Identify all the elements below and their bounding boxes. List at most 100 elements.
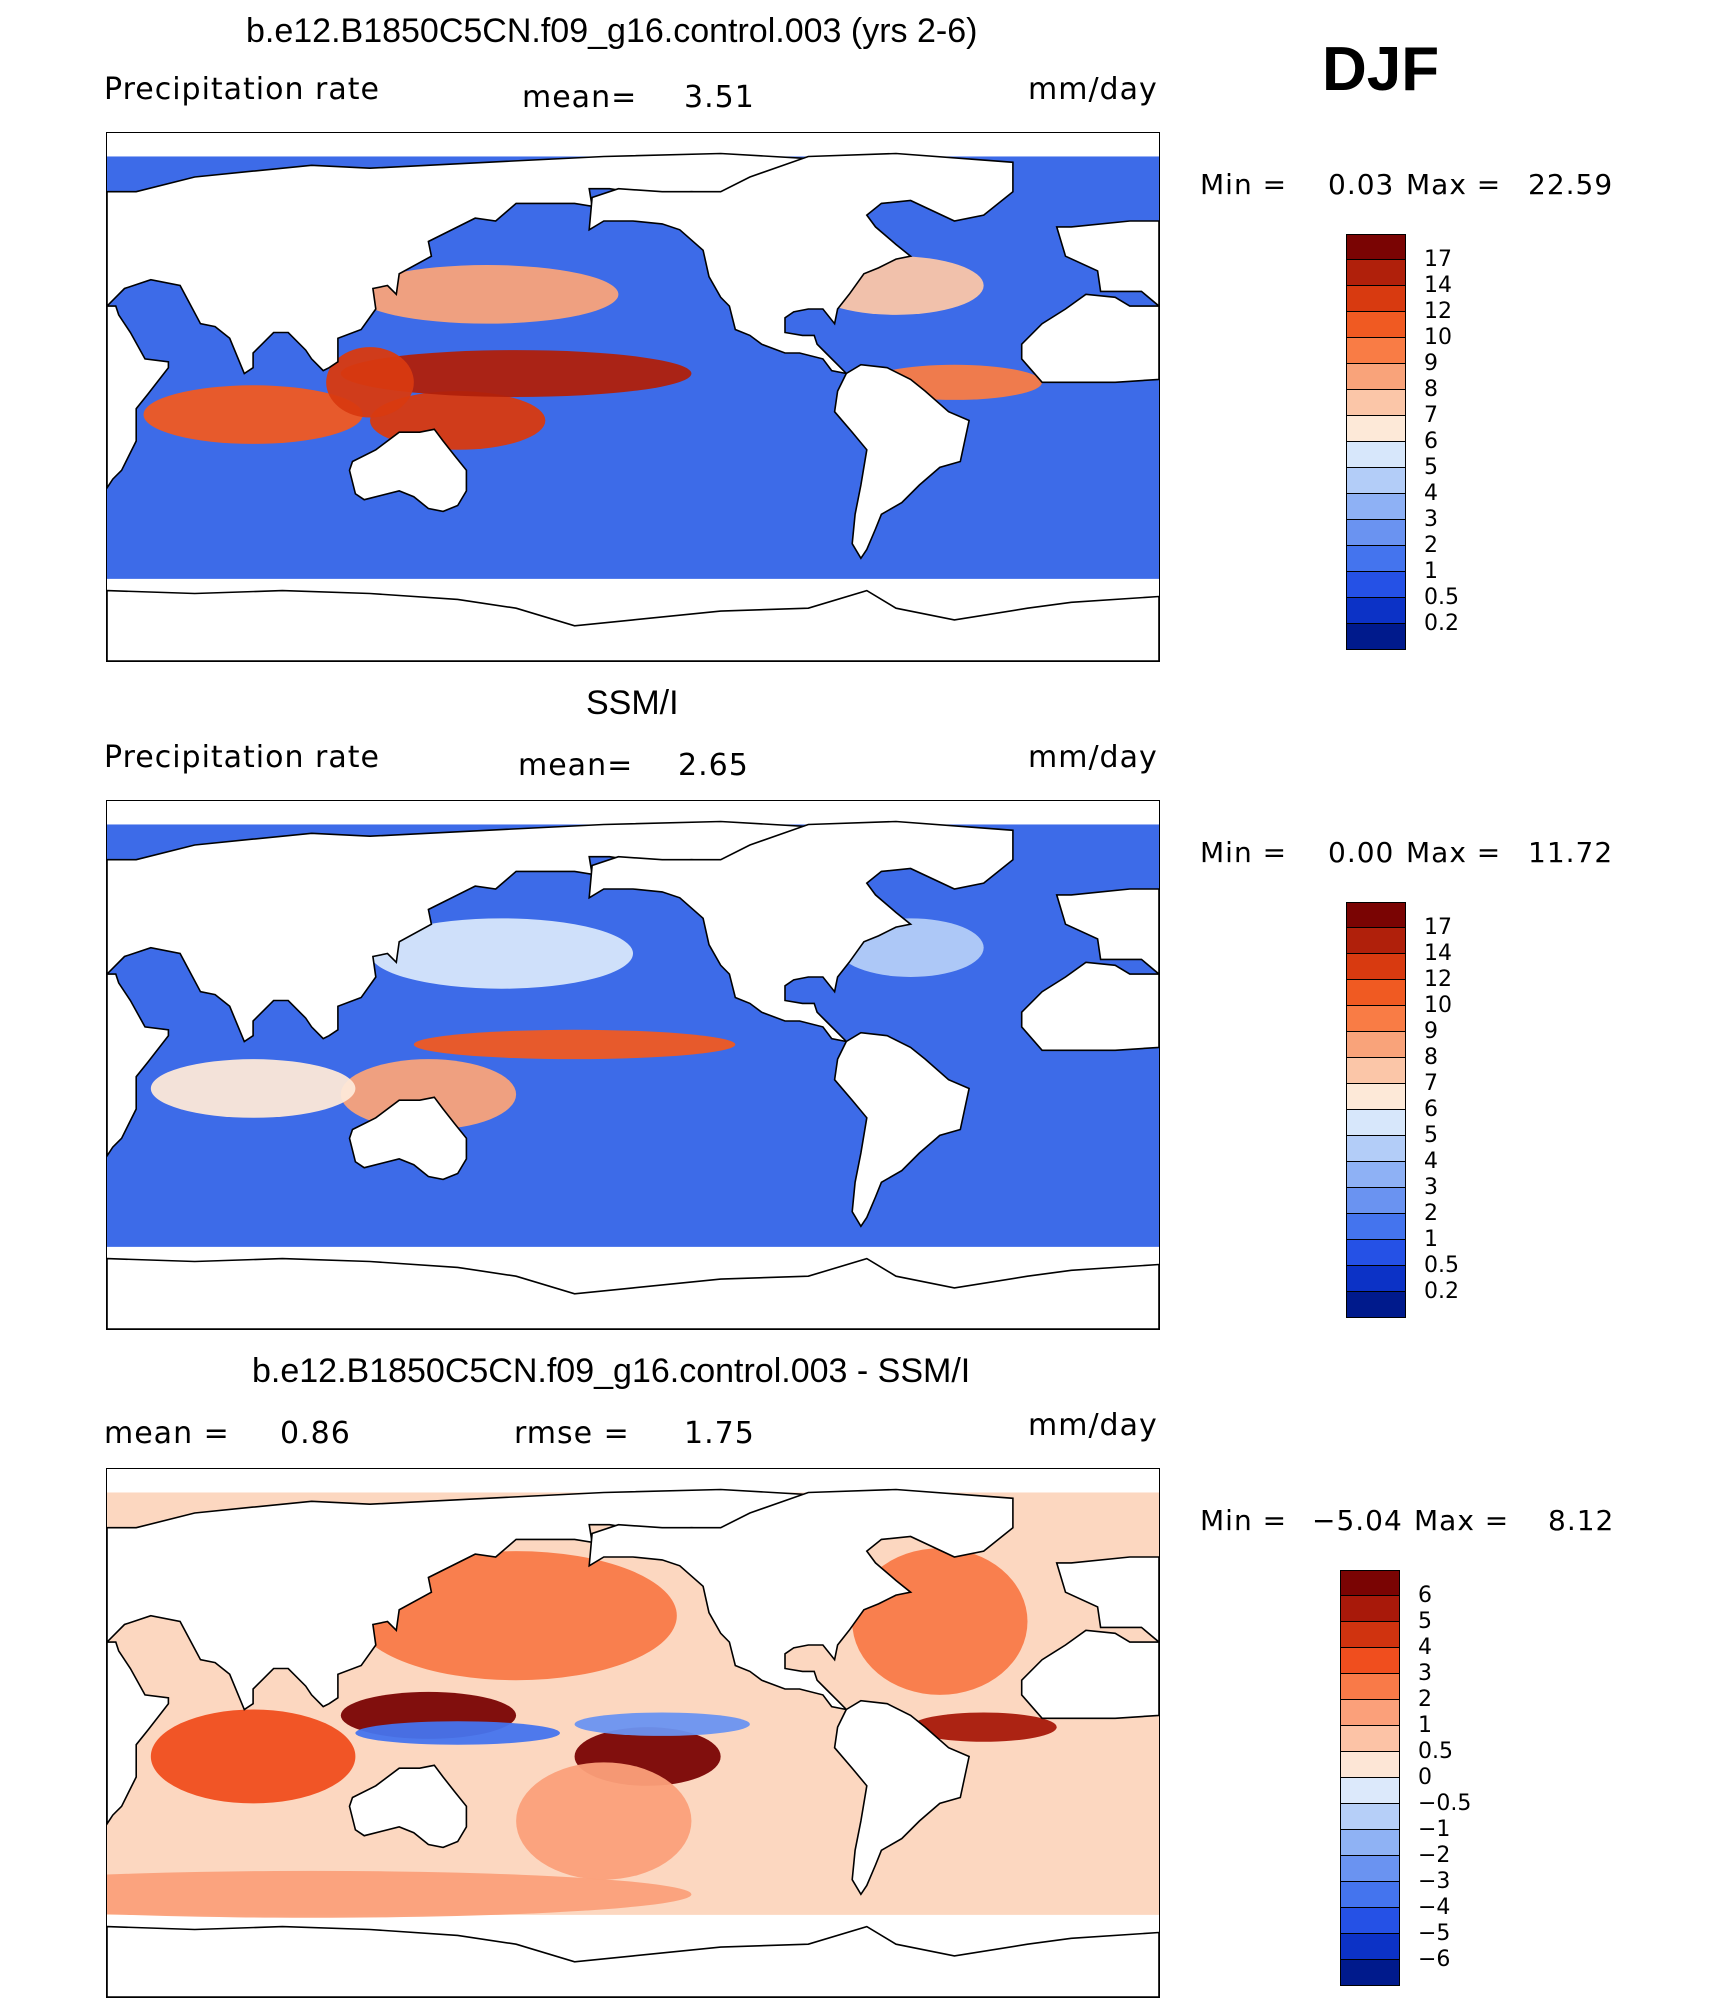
precip-anomaly-blob bbox=[150, 1709, 356, 1804]
min-label-obs: Min = bbox=[1200, 836, 1288, 869]
colorbar-swatch bbox=[1346, 954, 1406, 980]
colorbar-swatch bbox=[1346, 416, 1406, 442]
max-label-model: Max = bbox=[1406, 168, 1502, 201]
precip-anomaly-blob bbox=[340, 350, 692, 397]
continent-outline bbox=[1055, 888, 1159, 976]
continent-outline bbox=[588, 820, 1014, 1043]
colorbar-tick-label: −3 bbox=[1418, 1869, 1451, 1894]
continent-outline bbox=[107, 1641, 170, 1826]
continent-outline bbox=[107, 820, 868, 1043]
colorbar-tick-label: 7 bbox=[1424, 1071, 1438, 1096]
colorbar-tick-label: 0.5 bbox=[1424, 1253, 1459, 1278]
colorbar-swatch bbox=[1346, 468, 1406, 494]
colorbar-tick-label: −6 bbox=[1418, 1947, 1451, 1972]
colorbar-tick-label: 8 bbox=[1424, 1045, 1438, 1070]
mean-label-model: mean= bbox=[522, 80, 638, 115]
precip-map-obs bbox=[106, 800, 1160, 1330]
colorbar-swatch bbox=[1346, 312, 1406, 338]
precip-anomaly-blob bbox=[355, 265, 619, 324]
colorbar-tick-label: 6 bbox=[1418, 1583, 1432, 1608]
colorbar-tick-label: 3 bbox=[1418, 1661, 1432, 1686]
colorbar-swatch bbox=[1346, 234, 1406, 260]
colorbar-swatch bbox=[1346, 1110, 1406, 1136]
continent-outline bbox=[1055, 220, 1159, 308]
colorbar-tick-label: −1 bbox=[1418, 1817, 1451, 1842]
colorbar-swatch bbox=[1340, 1882, 1400, 1908]
colorbar-swatch bbox=[1340, 1830, 1400, 1856]
colorbar-swatch bbox=[1346, 442, 1406, 468]
max-label-diff: Max = bbox=[1414, 1504, 1510, 1537]
colorbar-swatch bbox=[1346, 338, 1406, 364]
colorbar-swatch bbox=[1340, 1570, 1400, 1596]
map-svg-obs bbox=[107, 820, 1159, 1329]
min-label-diff: Min = bbox=[1200, 1504, 1288, 1537]
continent-outline bbox=[107, 1488, 868, 1711]
colorbar-tick-label: 9 bbox=[1424, 1019, 1438, 1044]
map-svg-model bbox=[107, 152, 1159, 661]
colorbar-frame bbox=[1346, 902, 1406, 1318]
colorbar-tick-label: 4 bbox=[1418, 1635, 1432, 1660]
colorbar-swatch bbox=[1340, 1752, 1400, 1778]
variable-label-model: Precipitation rate bbox=[104, 72, 380, 107]
colorbar-swatch bbox=[1346, 928, 1406, 954]
max-value-model: 22.59 bbox=[1528, 168, 1614, 201]
colorbar-swatch bbox=[1346, 494, 1406, 520]
precip-anomaly-blob bbox=[326, 347, 414, 418]
colorbar-tick-label: −4 bbox=[1418, 1895, 1451, 1920]
colorbar-tick-label: 3 bbox=[1424, 507, 1438, 532]
colorbar-tick-label: 12 bbox=[1424, 967, 1452, 992]
continent-outline bbox=[588, 1488, 1014, 1711]
colorbar-swatch bbox=[1340, 1674, 1400, 1700]
colorbar-tick-label: 4 bbox=[1424, 481, 1438, 506]
units-label-diff: mm/day bbox=[1028, 1408, 1158, 1443]
continent-outline bbox=[1020, 961, 1159, 1052]
precip-anomaly-blob bbox=[370, 918, 633, 989]
colorbar-tick-label: 6 bbox=[1424, 429, 1438, 454]
max-value-diff: 8.12 bbox=[1548, 1504, 1615, 1537]
colorbar-swatch bbox=[1340, 1960, 1400, 1986]
mean-label-obs: mean= bbox=[518, 748, 634, 783]
colorbar-tick-label: 5 bbox=[1424, 455, 1438, 480]
colorbar-swatch bbox=[1346, 1214, 1406, 1240]
colorbar-tick-label: 1 bbox=[1424, 1227, 1438, 1252]
colorbar-tick-label: 10 bbox=[1424, 993, 1452, 1018]
continent-outline bbox=[348, 428, 468, 513]
colorbar-swatch bbox=[1340, 1856, 1400, 1882]
colorbar-tick-label: 12 bbox=[1424, 299, 1452, 324]
colorbar-swatch bbox=[1340, 1778, 1400, 1804]
precip-anomaly-blob bbox=[355, 1551, 677, 1681]
colorbar-swatch bbox=[1346, 980, 1406, 1006]
colorbar-swatch bbox=[1346, 598, 1406, 624]
min-value-diff: −5.04 bbox=[1312, 1504, 1403, 1537]
colorbar-swatch bbox=[1346, 1266, 1406, 1292]
continent-outline bbox=[348, 1764, 468, 1849]
colorbar-swatch bbox=[1346, 1032, 1406, 1058]
continent-outline bbox=[107, 589, 1159, 661]
colorbar-tick-label: 0.2 bbox=[1424, 1279, 1459, 1304]
min-value-obs: 0.00 bbox=[1328, 836, 1395, 869]
mean-label-diff: mean = bbox=[104, 1416, 230, 1451]
colorbar-swatch bbox=[1340, 1726, 1400, 1752]
colorbar-swatch bbox=[1340, 1804, 1400, 1830]
continent-outline bbox=[1020, 1629, 1159, 1720]
colorbar-swatch bbox=[1346, 260, 1406, 286]
colorbar-tick-label: 0.5 bbox=[1418, 1739, 1453, 1764]
continent-outline bbox=[348, 1096, 468, 1181]
max-label-obs: Max = bbox=[1406, 836, 1502, 869]
continent-outline bbox=[833, 1031, 971, 1228]
max-value-obs: 11.72 bbox=[1528, 836, 1614, 869]
colorbar-swatch bbox=[1346, 286, 1406, 312]
colorbar-swatch bbox=[1340, 1648, 1400, 1674]
season-label: DJF bbox=[1322, 35, 1440, 104]
colorbar-swatch bbox=[1346, 1136, 1406, 1162]
colorbar-swatch bbox=[1346, 1058, 1406, 1084]
colorbar-swatch bbox=[1346, 364, 1406, 390]
precip-map-model bbox=[106, 132, 1160, 662]
colorbar-swatch bbox=[1346, 572, 1406, 598]
mean-value-obs: 2.65 bbox=[678, 748, 749, 783]
colorbar-tick-label: −0.5 bbox=[1418, 1791, 1472, 1816]
units-label-model: mm/day bbox=[1028, 72, 1158, 107]
colorbar-tick-label: 2 bbox=[1418, 1687, 1432, 1712]
colorbar-tick-label: 6 bbox=[1424, 1097, 1438, 1122]
continent-outline bbox=[107, 152, 868, 375]
